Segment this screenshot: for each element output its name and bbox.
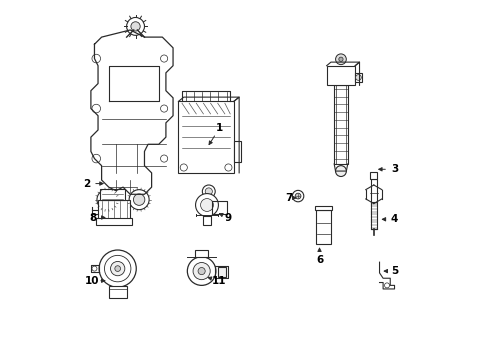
Circle shape bbox=[104, 255, 131, 282]
FancyBboxPatch shape bbox=[333, 85, 347, 164]
FancyBboxPatch shape bbox=[217, 267, 225, 277]
FancyBboxPatch shape bbox=[369, 172, 377, 179]
FancyBboxPatch shape bbox=[233, 141, 241, 162]
Circle shape bbox=[92, 104, 101, 113]
Text: 8: 8 bbox=[89, 212, 96, 222]
Circle shape bbox=[335, 166, 346, 176]
Circle shape bbox=[295, 193, 300, 199]
Circle shape bbox=[292, 190, 303, 202]
Circle shape bbox=[198, 267, 205, 275]
FancyBboxPatch shape bbox=[203, 216, 210, 225]
Circle shape bbox=[160, 105, 167, 112]
FancyBboxPatch shape bbox=[354, 73, 361, 82]
Circle shape bbox=[335, 54, 346, 64]
Circle shape bbox=[160, 55, 167, 62]
Circle shape bbox=[187, 257, 216, 285]
FancyBboxPatch shape bbox=[370, 179, 376, 202]
FancyBboxPatch shape bbox=[98, 200, 130, 219]
Circle shape bbox=[160, 155, 167, 162]
Circle shape bbox=[200, 199, 213, 211]
Text: 10: 10 bbox=[84, 276, 99, 286]
Text: 3: 3 bbox=[390, 164, 397, 174]
FancyBboxPatch shape bbox=[100, 189, 124, 200]
Text: 6: 6 bbox=[315, 255, 323, 265]
Circle shape bbox=[101, 194, 112, 205]
Circle shape bbox=[338, 57, 343, 62]
Circle shape bbox=[205, 188, 212, 195]
FancyBboxPatch shape bbox=[195, 249, 207, 257]
Circle shape bbox=[193, 262, 210, 280]
Text: 2: 2 bbox=[83, 179, 90, 189]
Circle shape bbox=[110, 261, 124, 276]
Circle shape bbox=[224, 164, 231, 171]
Text: 7: 7 bbox=[284, 193, 291, 203]
FancyBboxPatch shape bbox=[96, 218, 132, 225]
Circle shape bbox=[384, 283, 389, 288]
Circle shape bbox=[133, 194, 144, 205]
FancyBboxPatch shape bbox=[314, 206, 332, 210]
Text: 4: 4 bbox=[390, 214, 397, 224]
FancyBboxPatch shape bbox=[326, 66, 354, 85]
Circle shape bbox=[97, 190, 117, 210]
Circle shape bbox=[126, 18, 144, 35]
Circle shape bbox=[99, 250, 136, 287]
Circle shape bbox=[180, 164, 187, 171]
Circle shape bbox=[195, 194, 218, 216]
FancyBboxPatch shape bbox=[178, 102, 233, 173]
FancyBboxPatch shape bbox=[315, 210, 330, 244]
Circle shape bbox=[92, 54, 101, 63]
FancyBboxPatch shape bbox=[108, 287, 126, 298]
Circle shape bbox=[92, 266, 97, 271]
Circle shape bbox=[92, 154, 101, 163]
Text: 5: 5 bbox=[390, 266, 397, 276]
Circle shape bbox=[115, 266, 121, 271]
Text: 1: 1 bbox=[215, 123, 223, 133]
Circle shape bbox=[131, 22, 140, 31]
FancyBboxPatch shape bbox=[370, 202, 376, 229]
Circle shape bbox=[129, 190, 149, 210]
Circle shape bbox=[355, 75, 361, 80]
Text: 11: 11 bbox=[211, 276, 225, 286]
Text: 9: 9 bbox=[224, 212, 231, 222]
Circle shape bbox=[202, 185, 215, 198]
